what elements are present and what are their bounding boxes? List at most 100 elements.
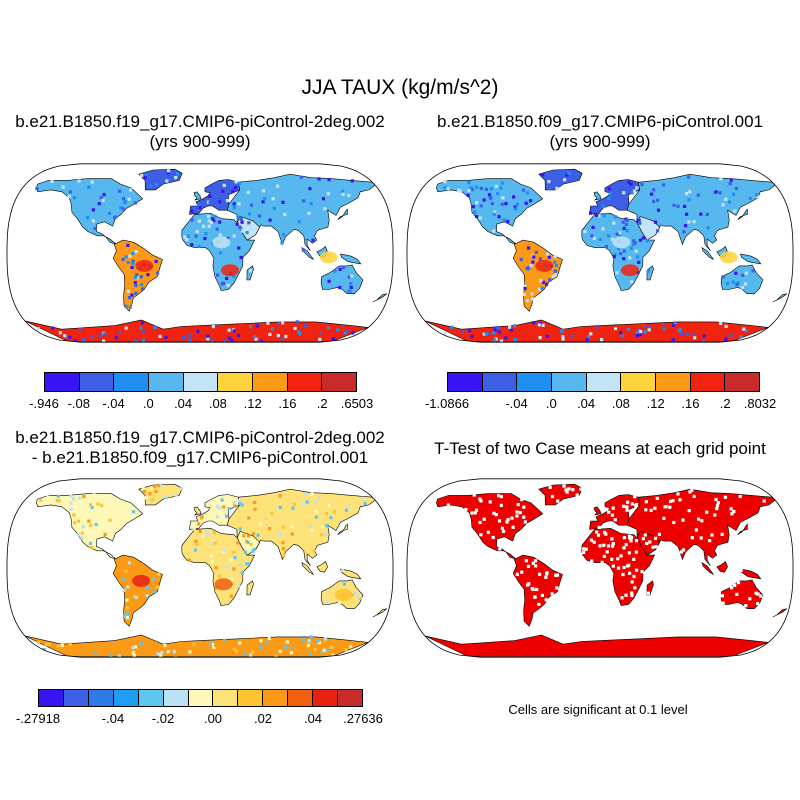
grid-cell bbox=[122, 651, 126, 656]
value-patch bbox=[612, 236, 631, 249]
grid-cell bbox=[238, 527, 242, 531]
grid-cell bbox=[86, 216, 90, 220]
grid-cell bbox=[226, 283, 230, 288]
grid-cell bbox=[633, 586, 637, 590]
grid-cell bbox=[284, 334, 288, 339]
panel-title-line2: (yrs 900-999) bbox=[149, 132, 251, 151]
grid-cell-texture bbox=[446, 484, 766, 608]
grid-cell bbox=[668, 505, 672, 509]
grid-cell bbox=[254, 337, 258, 341]
grid-cell bbox=[309, 202, 313, 206]
grid-cell bbox=[336, 328, 340, 332]
grid-cell bbox=[209, 554, 213, 558]
grid-cell bbox=[87, 185, 91, 189]
grid-cell bbox=[188, 650, 192, 654]
grid-cell bbox=[209, 648, 213, 652]
colorbar-tick-label: -.08 bbox=[67, 396, 90, 411]
grid-cell bbox=[36, 327, 40, 331]
colorbar-tick-label: .8032 bbox=[743, 396, 777, 411]
grid-cell bbox=[656, 229, 660, 233]
grid-cell bbox=[93, 507, 97, 511]
grid-cell bbox=[553, 260, 557, 264]
grid-cell bbox=[113, 216, 117, 220]
grid-cell bbox=[218, 506, 222, 510]
grid-cell bbox=[274, 654, 278, 658]
grid-cell bbox=[216, 273, 220, 277]
grid-cell bbox=[124, 255, 128, 259]
grid-cell bbox=[679, 332, 684, 336]
grid-cell bbox=[341, 189, 345, 193]
grid-cell bbox=[497, 330, 501, 334]
grid-cell bbox=[721, 601, 725, 605]
colorbar-box bbox=[656, 373, 691, 391]
grid-cell bbox=[271, 197, 275, 201]
grid-cell bbox=[541, 323, 545, 327]
grid-cell bbox=[607, 234, 611, 238]
grid-cell bbox=[473, 511, 477, 515]
grid-cell bbox=[225, 276, 229, 280]
map-panel-bottom-left bbox=[6, 478, 394, 658]
grid-cell bbox=[247, 221, 251, 225]
grid-cell bbox=[687, 198, 691, 202]
grid-cell bbox=[548, 485, 552, 489]
grid-cell bbox=[360, 496, 364, 500]
grid-cell bbox=[612, 255, 616, 259]
grid-cell bbox=[557, 183, 562, 187]
grid-cell bbox=[720, 532, 724, 536]
grid-cell bbox=[479, 186, 483, 190]
grid-cell bbox=[99, 196, 103, 200]
grid-cell bbox=[309, 525, 313, 529]
grid-cell bbox=[129, 188, 133, 192]
grid-cell bbox=[152, 577, 156, 581]
grid-cell bbox=[130, 293, 134, 297]
grid-cell bbox=[351, 331, 355, 335]
grid-cell bbox=[560, 328, 564, 333]
grid-cell bbox=[69, 507, 73, 511]
grid-cell bbox=[268, 218, 272, 222]
grid-cell bbox=[697, 517, 701, 521]
grid-cell bbox=[180, 487, 184, 491]
grid-cell bbox=[550, 592, 554, 596]
grid-cell bbox=[133, 201, 137, 205]
grid-cell bbox=[443, 331, 447, 335]
grid-cell bbox=[103, 504, 107, 508]
grid-cell bbox=[479, 533, 483, 537]
grid-cell bbox=[662, 516, 666, 520]
grid-cell bbox=[635, 539, 639, 543]
grid-cell bbox=[92, 493, 96, 497]
grid-cell bbox=[134, 645, 138, 649]
grid-cell bbox=[132, 653, 136, 657]
grid-cell bbox=[618, 231, 622, 235]
grid-cell bbox=[149, 570, 153, 574]
grid-cell bbox=[688, 190, 692, 194]
grid-cell bbox=[685, 212, 689, 216]
grid-cell bbox=[519, 257, 523, 262]
grid-cell bbox=[502, 218, 506, 222]
grid-cell bbox=[613, 215, 618, 219]
grid-cell bbox=[124, 200, 128, 204]
grid-cell bbox=[630, 593, 634, 598]
grid-cell bbox=[716, 501, 720, 505]
grid-cell bbox=[91, 208, 95, 212]
grid-cell bbox=[732, 509, 736, 514]
grid-cell bbox=[347, 275, 351, 279]
colorbar-box bbox=[552, 373, 587, 391]
grid-cell bbox=[69, 501, 73, 505]
grid-cell bbox=[327, 178, 331, 182]
grid-cell bbox=[686, 175, 691, 179]
grid-cell bbox=[632, 557, 636, 561]
grid-cell bbox=[632, 239, 636, 243]
grid-cell bbox=[262, 189, 266, 193]
grid-cell bbox=[662, 325, 667, 329]
grid-cell bbox=[207, 224, 211, 228]
colorbar-box bbox=[45, 373, 80, 391]
grid-cell bbox=[520, 570, 524, 574]
value-patch bbox=[334, 588, 353, 601]
grid-cell bbox=[474, 508, 479, 512]
colorbar-box bbox=[113, 690, 139, 706]
grid-cell bbox=[195, 230, 199, 234]
grid-cell bbox=[89, 523, 93, 527]
grid-cell bbox=[176, 172, 180, 176]
grid-cell bbox=[473, 210, 477, 214]
grid-cell bbox=[197, 522, 201, 526]
